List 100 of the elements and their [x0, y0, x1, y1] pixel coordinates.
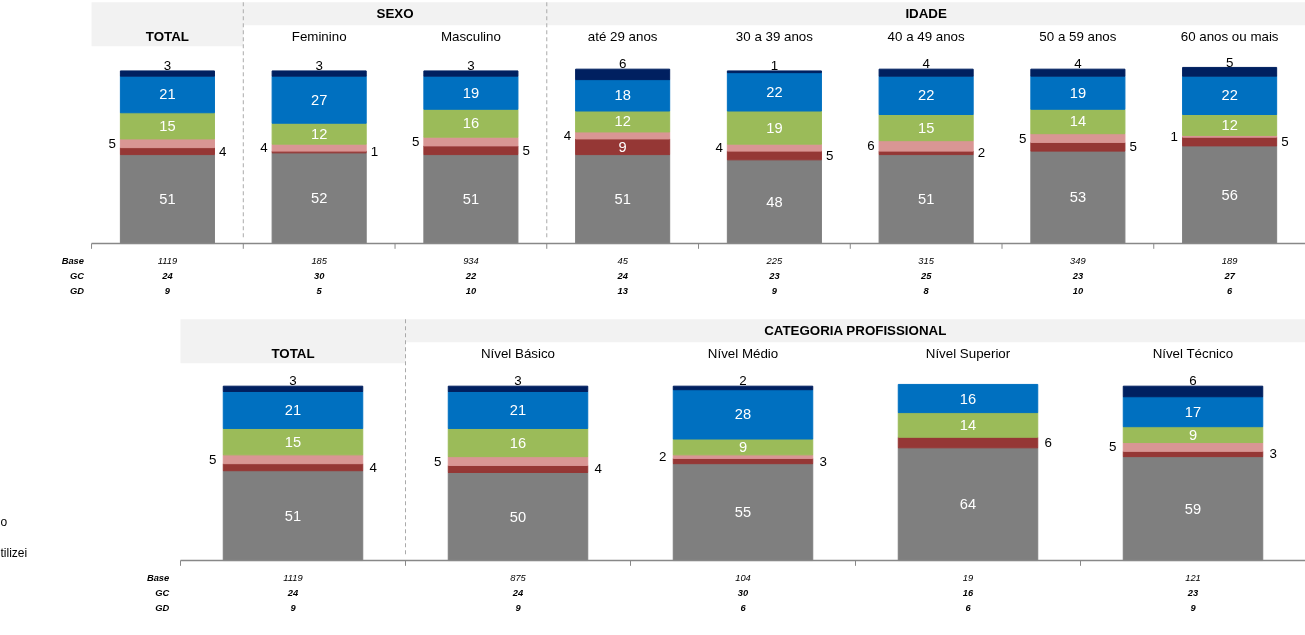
data-label: 3	[315, 58, 323, 74]
data-label: 51	[159, 191, 176, 208]
data-label: 48	[766, 193, 783, 210]
text: 9	[164, 286, 171, 297]
data-label: 16	[462, 115, 480, 132]
data-label: 5	[108, 135, 116, 151]
data-label: 50	[509, 508, 527, 525]
text: 8	[923, 286, 930, 297]
text: SEXO	[376, 6, 414, 22]
data-label: 64	[959, 496, 977, 513]
text: 24	[286, 588, 299, 599]
data-label: 6	[1189, 373, 1197, 389]
text: Base	[61, 256, 84, 267]
x-tick-label: 60 anos ou mais	[1180, 29, 1279, 45]
x-tick-label: Nível Básico	[480, 346, 556, 362]
x-tick-label: até 29 anos	[587, 29, 658, 45]
data-label: 21	[159, 86, 176, 103]
data-label: 1	[770, 58, 779, 74]
data-label: 51	[284, 507, 302, 524]
text: 16	[962, 588, 974, 599]
x-tick-label: TOTAL	[271, 346, 315, 362]
data-label: 5	[825, 147, 834, 163]
data-label: 22	[766, 83, 783, 100]
data-label: 4	[594, 461, 603, 477]
text: 1119	[157, 256, 178, 267]
data-label: 6	[867, 138, 875, 154]
data-label: 16	[509, 434, 527, 451]
x-tick-label: Nível Superior	[925, 346, 1011, 362]
data-label: 3	[289, 373, 297, 389]
text: 25	[919, 271, 933, 282]
data-label: 15	[284, 433, 302, 450]
text: 10	[465, 286, 477, 297]
text: 104	[735, 573, 751, 584]
data-label: 4	[922, 56, 931, 72]
data-label: 51	[614, 191, 631, 208]
x-tick-label: TOTAL	[145, 29, 190, 45]
text: 24	[616, 271, 629, 282]
x-tick-label: Feminino	[291, 29, 347, 45]
data-label: 21	[509, 401, 527, 418]
text: 22	[464, 271, 477, 282]
data-label: 4	[715, 140, 724, 156]
text: 23	[1186, 588, 1199, 599]
data-label: 2	[739, 373, 747, 389]
data-label: 28	[734, 406, 752, 423]
data-label: 1	[370, 144, 379, 160]
text: 349	[1070, 256, 1086, 267]
data-label: 5	[1281, 134, 1289, 150]
data-label: 5	[411, 134, 420, 150]
text: CATEGORIA PROFISSIONAL	[764, 323, 947, 339]
text: GD	[69, 286, 85, 297]
data-label: 19	[766, 119, 783, 136]
data-label: 3	[163, 58, 172, 74]
x-tick-label: Nível Técnico	[1152, 346, 1234, 362]
data-label: 4	[219, 143, 228, 159]
text: 5	[316, 286, 323, 297]
data-label: 4	[369, 459, 378, 475]
data-label: 9	[738, 438, 748, 455]
text: 9	[771, 286, 778, 297]
text: 23	[768, 271, 781, 282]
data-label: 27	[311, 91, 328, 108]
x-tick-label: 30 a 39 anos	[735, 29, 814, 45]
data-label: 3	[467, 58, 475, 74]
data-label: 52	[311, 190, 328, 207]
data-label: 3	[514, 373, 522, 389]
data-label: 22	[917, 87, 935, 104]
text: 13	[617, 286, 629, 297]
data-label: 12	[311, 125, 328, 142]
text: 27	[1223, 271, 1236, 282]
text: 6	[1227, 286, 1234, 297]
data-label: 14	[1069, 113, 1087, 130]
data-label: 19	[462, 84, 480, 101]
data-label: 4	[563, 127, 572, 143]
data-label: 17	[1184, 403, 1202, 420]
data-label: 12	[1221, 116, 1238, 133]
data-label: 16	[959, 390, 977, 407]
text: 23	[1071, 271, 1084, 282]
data-label: 6	[1044, 435, 1052, 451]
text: GC	[69, 271, 85, 282]
text: 45	[617, 256, 629, 267]
data-label: 9	[618, 138, 627, 155]
text: 10	[1072, 286, 1084, 297]
data-label: 14	[959, 416, 977, 433]
text: 30	[313, 271, 326, 282]
data-label: 19	[1069, 84, 1087, 101]
text: 24	[511, 588, 524, 599]
text: 24	[161, 271, 174, 282]
text: 315	[918, 256, 935, 267]
data-label: 5	[1225, 54, 1234, 70]
x-tick-label: 50 a 59 anos	[1039, 29, 1117, 45]
data-label: 18	[614, 87, 631, 104]
data-label: 22	[1221, 87, 1238, 104]
text: 9	[1190, 603, 1197, 614]
text: 6	[965, 603, 972, 614]
text: 6	[740, 603, 747, 614]
data-label: 12	[614, 113, 631, 130]
text: tilizei	[0, 546, 28, 561]
data-label: 5	[1018, 130, 1027, 146]
data-label: 1	[1170, 128, 1179, 144]
text: 225	[765, 256, 783, 267]
data-label: 5	[434, 453, 442, 469]
